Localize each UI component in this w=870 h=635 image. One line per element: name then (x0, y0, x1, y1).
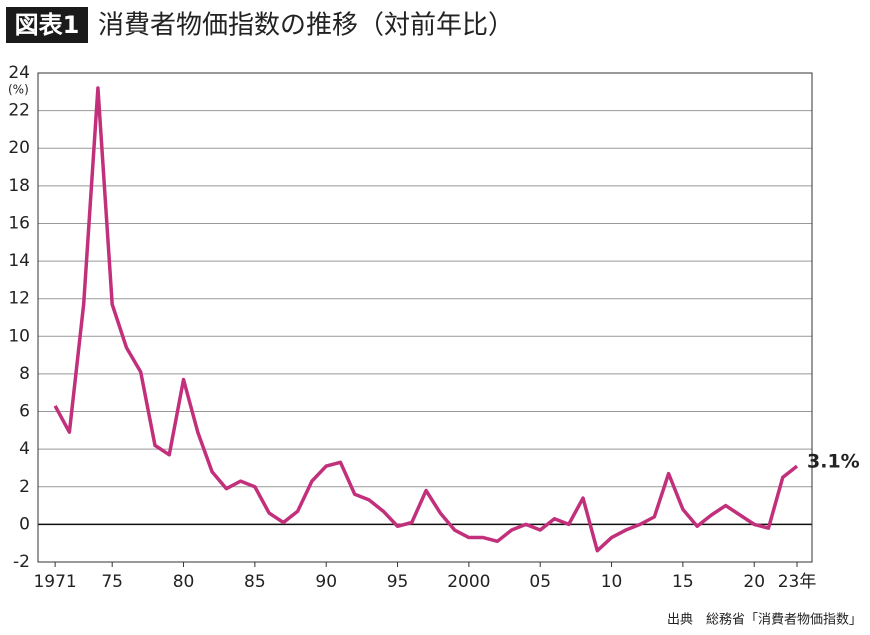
x-tick-label: 90 (315, 572, 337, 592)
x-tick-label: 05 (529, 572, 551, 592)
y-tick-label: 16 (8, 213, 30, 233)
annotation: 3.1% (807, 451, 860, 473)
x-tick-label: 2000 (447, 572, 490, 592)
chart-title: 消費者物価指数の推移（対前年比） (98, 11, 514, 41)
y-tick-label: 2 (19, 477, 30, 497)
y-tick-label: 22 (8, 101, 30, 121)
y-tick-label: -2 (13, 552, 30, 572)
x-tick-label: 75 (101, 572, 123, 592)
x-tick-label: 85 (244, 572, 266, 592)
y-tick-label: 0 (19, 514, 30, 534)
x-tick-label: 15 (672, 572, 694, 592)
y-tick-label: 4 (19, 439, 30, 459)
x-tick-label: 23年 (778, 572, 817, 592)
y-tick-label: 24 (8, 63, 30, 83)
plot-frame (37, 72, 813, 563)
series-line (53, 86, 799, 553)
x-tick-label: 95 (387, 572, 409, 592)
y-tick-label: 14 (8, 251, 30, 271)
y-axis-label: (%) (8, 83, 29, 97)
y-tick-label: 6 (19, 402, 30, 422)
x-tick-label: 10 (601, 572, 623, 592)
x-tick-label: 20 (743, 572, 765, 592)
badge-bg (6, 7, 88, 43)
x-tick-label: 1971 (33, 572, 76, 592)
x-tick-label: 80 (173, 572, 195, 592)
source: 出典 総務省「消費者物価指数」 (667, 613, 862, 628)
y-tick-label: 8 (19, 364, 30, 384)
y-tick-label: 20 (8, 138, 30, 158)
badge: 図表1 (15, 11, 80, 39)
y-tick-label: 12 (8, 289, 30, 309)
y-tick-label: 10 (8, 326, 30, 346)
y-tick-label: 18 (8, 176, 30, 196)
